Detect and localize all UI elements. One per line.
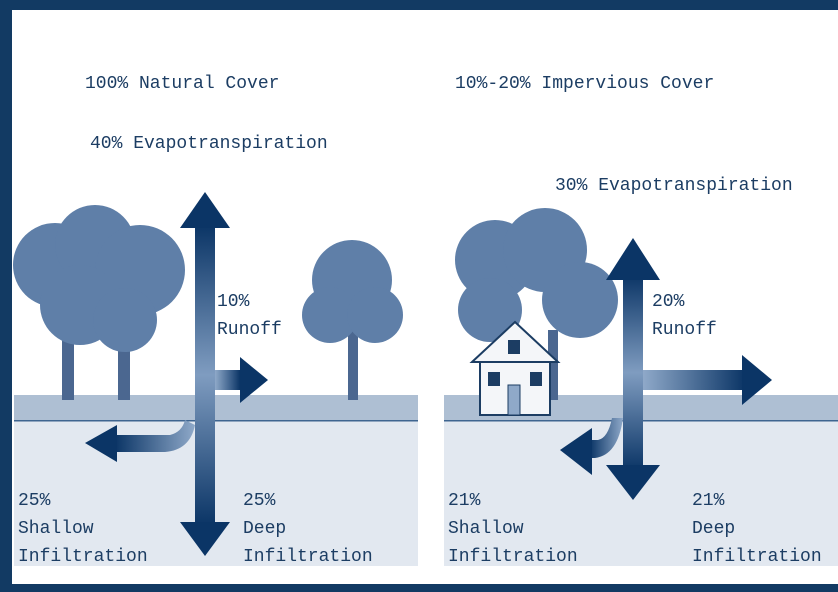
deep-percent: 21% bbox=[692, 491, 725, 511]
runoff-percent: 20% bbox=[652, 292, 685, 312]
shallow-label: Shallow bbox=[18, 519, 94, 539]
runoff-label: Runoff bbox=[652, 320, 717, 340]
deep-label: Infiltration bbox=[692, 547, 822, 567]
panel-title: 100% Natural Cover bbox=[85, 74, 279, 94]
ground bbox=[14, 420, 418, 566]
diagram: 100% Natural Cover 10%-20% Impervious Co… bbox=[0, 0, 838, 592]
shallow-label: Infiltration bbox=[448, 547, 578, 567]
runoff-label: Runoff bbox=[217, 320, 282, 340]
panel-title: 10%-20% Impervious Cover bbox=[455, 74, 714, 94]
runoff-percent: 10% bbox=[217, 292, 250, 312]
evapotranspiration: 40% Evapotranspiration bbox=[90, 134, 328, 154]
shallow-percent: 21% bbox=[448, 491, 481, 511]
deep-label: Deep bbox=[692, 519, 735, 539]
shallow-label: Shallow bbox=[448, 519, 524, 539]
evapotranspiration: 30% Evapotranspiration bbox=[555, 176, 793, 196]
shallow-label: Infiltration bbox=[18, 547, 148, 567]
deep-label: Deep bbox=[243, 519, 286, 539]
deep-label: Infiltration bbox=[243, 547, 373, 567]
deep-percent: 25% bbox=[243, 491, 276, 511]
shallow-percent: 25% bbox=[18, 491, 51, 511]
